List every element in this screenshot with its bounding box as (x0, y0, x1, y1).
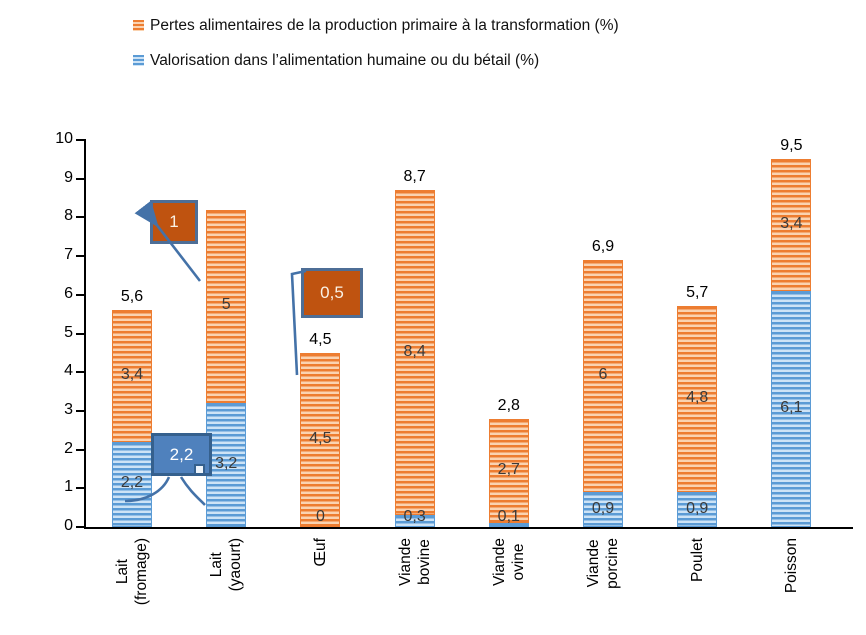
bar-value-label: 0 (315, 507, 325, 525)
callout-curve-right (179, 476, 206, 506)
bar-value-label: 2,7 (497, 460, 520, 478)
bar-value-label: 2,2 (120, 474, 144, 492)
bar-value-label: 5 (221, 296, 231, 314)
bar-value-label: 3,4 (780, 215, 803, 233)
y-axis-tick (76, 487, 84, 490)
y-axis-tick (76, 448, 84, 451)
y-axis-tick-label: 0 (64, 517, 73, 534)
bar-segment-pertes (112, 310, 152, 442)
y-axis-tick (76, 409, 84, 412)
legend-marker-blue-icon (133, 55, 144, 66)
x-axis-category-label: Viande bovine (396, 538, 433, 586)
y-axis-tick-label: 4 (64, 362, 73, 380)
bar-total-label: 9,5 (780, 137, 803, 155)
x-axis-category-label: Viande ovine (490, 538, 527, 586)
callout-box-0-5: 0,5 (301, 268, 363, 318)
bar-segment-valorisation (677, 492, 718, 527)
bar-segment-valorisation (394, 515, 435, 527)
y-axis-tick-label: 9 (64, 168, 73, 186)
bar-value-label: 8,4 (403, 342, 426, 360)
y-axis-tick (76, 371, 84, 374)
x-axis-category-label: Viande porcine (585, 538, 621, 589)
bar-value-label: 0,9 (686, 499, 709, 517)
y-axis-tick-label: 2 (64, 439, 73, 457)
bar-segment-pertes (677, 306, 718, 493)
callout-notch (194, 464, 205, 475)
bar-total-label: 2,8 (497, 396, 520, 414)
x-axis-category-label: Lait (yaourt) (208, 538, 245, 592)
x-axis-category-label: Poisson (782, 538, 800, 594)
bar-value-label: 0,1 (497, 507, 520, 525)
x-axis (84, 527, 853, 529)
bar-segment-pertes (394, 190, 435, 516)
y-axis (84, 139, 86, 529)
bar-total-label: 5,7 (686, 284, 709, 302)
y-axis-tick-label: 1 (64, 478, 73, 496)
bar-value-label: 6,1 (780, 398, 803, 416)
bar-segment-pertes (488, 418, 529, 524)
y-axis-tick-label: 3 (64, 400, 73, 418)
bar-value-label: 3,4 (120, 366, 144, 384)
bar-segment-valorisation (583, 492, 623, 527)
legend-item-pertes: Pertes alimentaires de la production pri… (133, 15, 619, 36)
y-axis-tick (76, 293, 84, 296)
bar-total-label: 6,9 (591, 237, 615, 255)
bar-value-label: 3,2 (215, 455, 238, 473)
bar-segment-pertes (300, 352, 341, 527)
x-axis-category-label: Poulet (688, 538, 706, 582)
y-axis-tick-label: 5 (64, 323, 73, 341)
legend-marker-orange-icon (133, 20, 144, 31)
bar-total-label: 5,6 (120, 288, 144, 306)
bar-segment-pertes (206, 209, 247, 404)
y-axis-tick-label: 8 (64, 207, 73, 225)
x-axis-category-label: Lait (fromage) (114, 538, 150, 606)
y-axis-tick-label: 10 (55, 130, 73, 147)
y-axis-tick (76, 177, 84, 180)
bar-value-label: 4,5 (309, 429, 332, 447)
y-axis-tick (76, 139, 84, 141)
callout-box-1: 1 (150, 200, 198, 244)
legend-label-pertes: Pertes alimentaires de la production pri… (150, 16, 619, 34)
bar-value-label: 4,8 (686, 389, 709, 407)
y-axis-tick-label: 6 (64, 284, 73, 302)
bar-segment-valorisation (771, 290, 812, 527)
callout-value: 0,5 (320, 283, 344, 302)
y-axis-tick (76, 526, 84, 528)
bar-value-label: 6 (598, 366, 608, 384)
y-axis-tick (76, 255, 84, 258)
bar-segment-valorisation (206, 403, 247, 527)
bar-segment-pertes (771, 159, 812, 291)
callout-value: 1 (169, 212, 179, 231)
bar-value-label: 0,3 (403, 507, 426, 525)
chart-legend: Pertes alimentaires de la production pri… (133, 15, 619, 85)
callout-box-2-2: 2,2 (151, 433, 212, 476)
bar-segment-pertes (583, 259, 623, 493)
legend-label-valorisation: Valorisation dans l’alimentation humaine… (150, 51, 540, 69)
y-axis-tick (76, 216, 84, 219)
y-axis-tick-label: 7 (64, 246, 73, 264)
bar-value-label: 0,9 (591, 499, 615, 517)
y-axis-tick (76, 332, 84, 335)
bar-total-label: 4,5 (309, 330, 332, 348)
callout-value: 2,2 (169, 444, 194, 464)
legend-item-valorisation: Valorisation dans l’alimentation humaine… (133, 50, 619, 71)
x-axis-category-label: Œuf (311, 538, 329, 567)
bar-total-label: 8,7 (403, 168, 426, 186)
bar-segment-valorisation (488, 523, 529, 527)
